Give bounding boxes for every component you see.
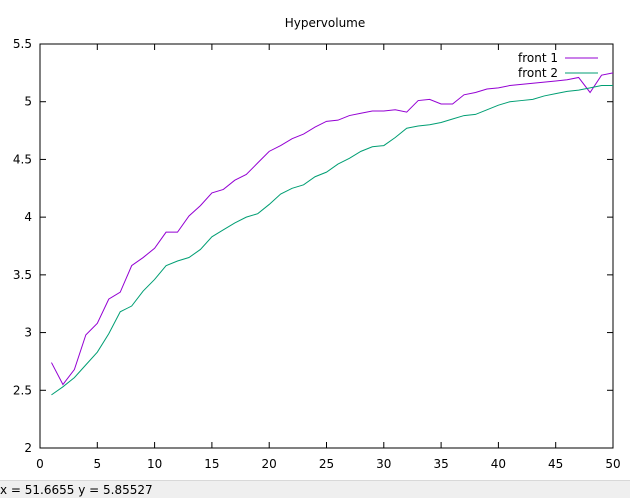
y-tick-label: 3 xyxy=(24,326,32,340)
plot-frame xyxy=(39,43,614,449)
status-bar: x = 51.6655 y = 5.85527 xyxy=(0,480,630,498)
y-tick-label: 4.5 xyxy=(13,152,32,166)
y-tick-label: 2.5 xyxy=(13,383,32,397)
y-tick-label: 3.5 xyxy=(13,268,32,282)
y-tick-label: 4 xyxy=(24,210,32,224)
legend-label-2: front 2 xyxy=(518,66,558,80)
x-tick-label: 5 xyxy=(93,457,101,471)
y-axis-ticks: 2 2.5 3 3.5 4 4.5 5 5.5 xyxy=(13,37,613,455)
x-tick-label: 25 xyxy=(319,457,334,471)
series-line-2 xyxy=(51,85,613,396)
series-line-1 xyxy=(51,72,614,386)
x-tick-label: 30 xyxy=(376,457,391,471)
legend-label-1: front 1 xyxy=(518,51,558,65)
y-tick-label: 5.5 xyxy=(13,37,32,51)
x-tick-label: 45 xyxy=(548,457,563,471)
series-layer xyxy=(51,72,614,396)
hypervolume-chart[interactable]: Hypervolume 0 5 10 15 20 25 30 35 40 45 50 22.533.… xyxy=(0,0,630,480)
x-tick-label: 35 xyxy=(433,457,448,471)
chart-title: Hypervolume xyxy=(285,16,366,30)
y-tick-label: 2 xyxy=(24,441,32,455)
x-tick-label: 0 xyxy=(36,457,44,471)
x-tick-label: 40 xyxy=(491,457,506,471)
x-tick-label: 10 xyxy=(147,457,162,471)
x-tick-label: 50 xyxy=(605,457,620,471)
y-tick-label: 5 xyxy=(24,95,32,109)
x-tick-label: 15 xyxy=(204,457,219,471)
x-tick-label: 20 xyxy=(262,457,277,471)
x-axis-ticks: 0 5 10 15 20 25 30 35 40 45 50 xyxy=(36,44,621,471)
cursor-coordinates: x = 51.6655 y = 5.85527 xyxy=(0,483,153,497)
